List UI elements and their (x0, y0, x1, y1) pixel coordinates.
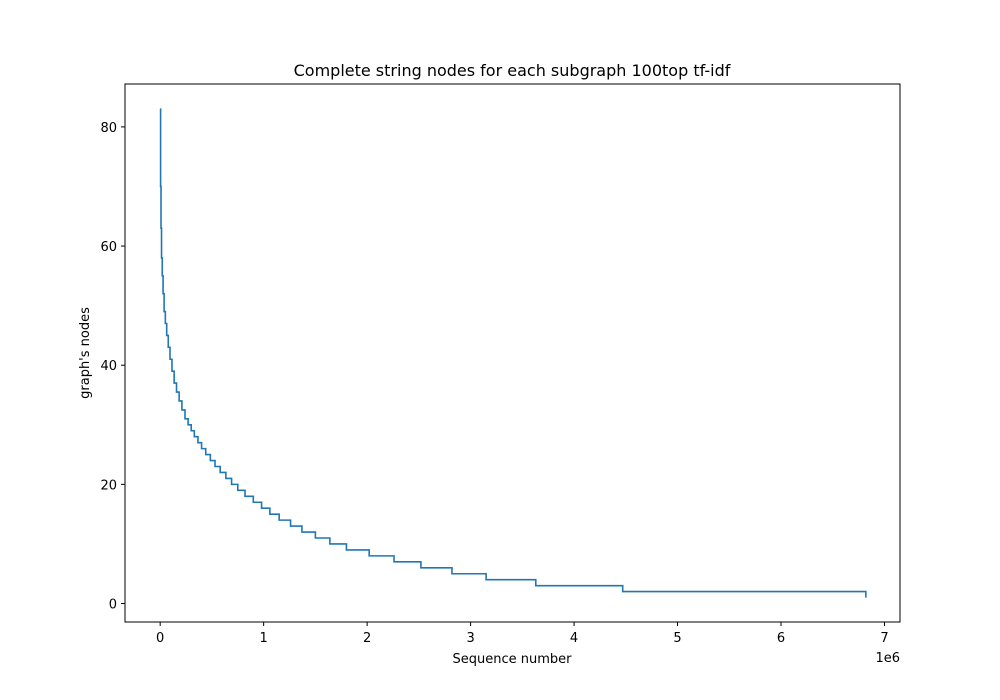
x-offset-label: 1e6 (875, 651, 900, 666)
axes-frame (124, 83, 901, 623)
x-tick-label: 5 (673, 631, 681, 646)
x-tick-label: 4 (570, 631, 578, 646)
y-tick-label: 60 (100, 240, 117, 255)
y-tick-label: 40 (100, 359, 117, 374)
y-tick-label: 20 (100, 478, 117, 493)
y-axis-label: graph's nodes (78, 307, 93, 399)
y-tick-label: 0 (109, 598, 117, 613)
plot-area (159, 108, 867, 598)
x-axis-label: Sequence number (453, 652, 573, 667)
x-tick-label: 3 (466, 631, 474, 646)
x-tick-label: 2 (363, 631, 371, 646)
x-tick-label: 7 (880, 631, 888, 646)
x-tick-label: 6 (777, 631, 785, 646)
series-line (159, 108, 867, 598)
y-tick-label: 80 (100, 121, 117, 136)
y-axis: 0 20 40 60 80 (100, 121, 125, 613)
chart-title: Complete string nodes for each subgraph … (294, 61, 731, 80)
x-tick-label: 0 (156, 631, 164, 646)
x-axis: 0 1 2 3 4 5 6 7 (156, 622, 889, 646)
x-tick-label: 1 (260, 631, 268, 646)
